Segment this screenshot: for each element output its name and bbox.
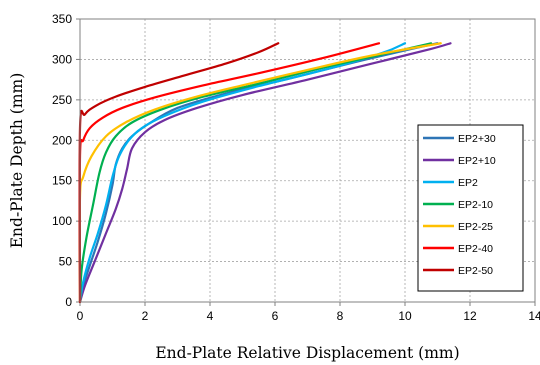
series-line-ep2plus10	[78, 42, 452, 304]
legend-box	[417, 124, 524, 292]
x-tick-label: 8	[337, 309, 344, 323]
legend-label: EP2-10	[458, 199, 493, 211]
legend-label: EP2	[458, 177, 478, 189]
legend-label: EP2-25	[458, 221, 493, 233]
legend-label: EP2+30	[458, 133, 496, 145]
x-tick-label: 2	[142, 309, 149, 323]
y-tick-label: 100	[52, 214, 72, 228]
y-tick-label: 50	[59, 255, 73, 269]
legend-label: EP2-40	[458, 243, 493, 255]
y-tick-label: 150	[52, 174, 72, 188]
series-lines	[78, 42, 452, 304]
legend-label: EP2+10	[458, 155, 496, 167]
x-tick-label: 14	[528, 309, 540, 323]
x-tick-label: 10	[398, 309, 412, 323]
y-axis-title: End-Plate Depth (mm)	[8, 73, 26, 249]
x-axis-title: End-Plate Relative Displacement (mm)	[155, 344, 459, 362]
legend: EP2+30 EP2+10 EP2 EP2-10 EP2-25 EP2-40 EP2-50	[417, 124, 524, 292]
plot-frame	[79, 18, 536, 303]
y-tick-label: 200	[52, 133, 72, 147]
series-line-ep2	[78, 42, 407, 304]
series-line-ep2-10	[78, 42, 433, 304]
y-tick-label: 350	[52, 12, 72, 26]
y-tick-label: 250	[52, 93, 72, 107]
series-line-ep2-40	[78, 42, 381, 304]
legend-label: EP2-50	[458, 265, 493, 277]
series-line-ep2-50	[78, 42, 280, 304]
series-line-ep2-25	[78, 42, 442, 304]
x-tick-label: 6	[272, 309, 279, 323]
y-tick-label: 0	[65, 295, 72, 309]
y-tick-label: 300	[52, 52, 72, 66]
x-tick-label: 0	[77, 309, 84, 323]
tick-labels: 0 2 4 6 8 10 12 14 0 50 100 150 200 250 300 350	[52, 12, 540, 323]
x-tick-label: 12	[463, 309, 477, 323]
x-tick-label: 4	[207, 309, 214, 323]
